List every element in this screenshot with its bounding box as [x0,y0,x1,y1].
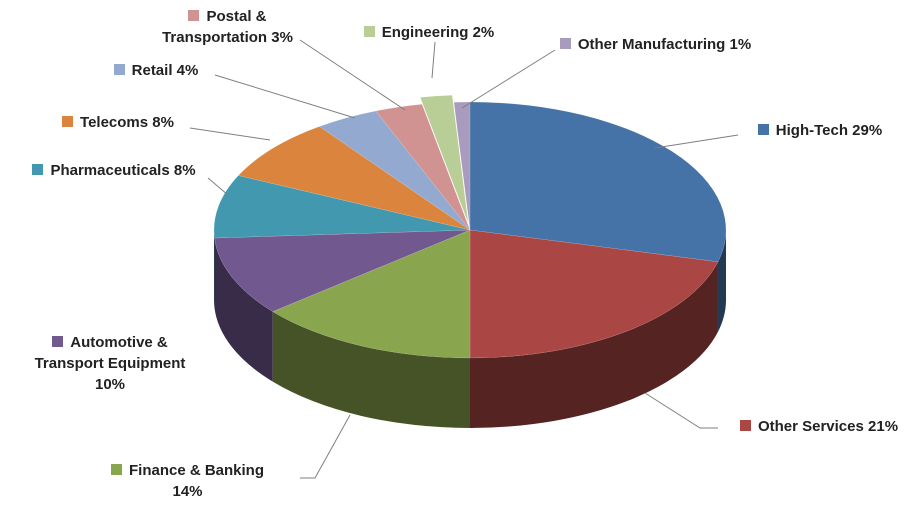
legend-swatch [113,64,125,75]
legend-swatch [363,26,375,37]
legend-swatch [559,38,571,49]
value-label: 10% [94,376,126,393]
slice-side [717,230,726,332]
category-name: Telecoms [80,114,149,131]
slice [469,101,727,263]
leader-line [214,74,356,119]
data-label: Pharmaceuticals 8% [14,160,214,181]
category-name: Postal & Transportation [162,8,268,46]
leader-line [207,177,229,196]
leader-line [654,134,739,149]
legend-swatch [110,464,122,475]
category-name: High-Tech [775,122,848,139]
value-label: 1% [729,36,752,53]
slice-side [214,230,215,309]
category-name: Other Manufacturing [577,36,726,53]
category-name: Other Services [757,418,864,435]
value-label: 8% [152,114,174,131]
data-label: Retail 4% [96,60,216,81]
category-name: Automotive & Transport Equipment [34,334,186,372]
data-label: Other Services 21% [719,416,912,437]
slice-side [470,261,718,428]
legend-swatch [52,336,64,347]
slice [272,229,471,359]
leader-line [189,127,271,141]
leader-line [431,41,436,79]
category-name: Retail [131,62,173,79]
leader-lines [189,39,739,479]
legend-swatch [62,116,74,127]
category-name: Finance & Banking [128,462,265,479]
value-label: 2% [472,24,495,41]
slice [419,95,469,224]
leader-line [461,49,556,109]
slice-side [272,311,470,428]
legend-swatch [188,10,200,21]
slice [453,101,471,231]
slice-sides [214,230,726,428]
slice [214,229,471,312]
data-label: High-Tech 29% [740,120,900,141]
value-label: 21% [868,418,899,435]
value-label: 4% [176,62,199,79]
leader-line [644,392,718,429]
category-name: Engineering [381,24,469,41]
data-label: Other Manufacturing 1% [558,34,753,55]
legend-swatch [739,420,751,431]
slice [469,229,719,359]
legend-swatch [757,124,769,135]
slice [318,110,471,231]
data-label: Telecoms 8% [38,112,198,133]
slice [237,126,471,231]
category-name: Pharmaceuticals [50,162,170,179]
legend-swatch [32,164,44,175]
leader-line [299,39,406,111]
data-label: Postal & Transportation 3% [145,6,310,48]
value-label: 14% [172,483,203,500]
slice-side [214,238,273,382]
slice [375,104,471,231]
data-label: Engineering 2% [344,22,514,43]
value-label: 8% [173,162,196,179]
value-label: 29% [852,122,883,139]
leader-line [300,414,351,479]
slice-tops [213,95,727,359]
slice [213,175,471,239]
data-label: Automotive & Transport Equipment 10% [20,332,200,395]
value-label: 3% [271,29,293,46]
data-label: Finance & Banking 14% [95,460,280,502]
